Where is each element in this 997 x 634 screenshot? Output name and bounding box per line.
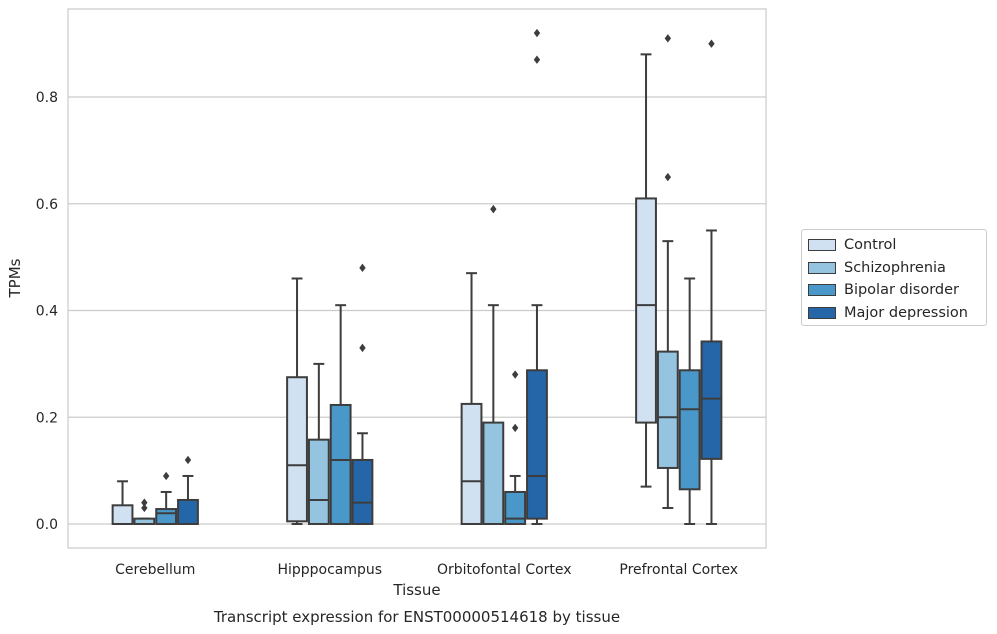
box-bipolar-disorder <box>155 508 178 525</box>
box-bipolar-disorder <box>329 403 352 525</box>
outlier-point <box>511 370 519 379</box>
outlier-point <box>533 28 541 38</box>
box-major-depression <box>177 498 199 525</box>
outlier-point <box>141 503 148 513</box>
box-control <box>286 376 308 523</box>
plot-frame <box>67 8 767 549</box>
box-schizophrenia <box>482 421 505 525</box>
x-tick-label: Prefrontal Cortex <box>619 562 738 578</box>
outlier-point <box>708 39 715 48</box>
legend-swatch <box>808 261 836 274</box>
outlier-point <box>184 455 192 465</box>
box-schizophrenia <box>656 350 679 469</box>
x-tick-label: Orbitofontal Cortex <box>437 562 572 578</box>
chart-title: Transcript expression for ENST0000051461… <box>213 608 620 626</box>
legend-item: Control <box>808 234 896 256</box>
outlier-point <box>359 343 366 353</box>
outlier-point <box>141 498 148 507</box>
legend-swatch <box>808 284 836 296</box>
y-tick-label: 0.2 <box>36 410 58 426</box>
legend-label: Control <box>844 237 897 253</box>
box-groups <box>111 28 723 525</box>
outlier-point <box>664 34 672 43</box>
box-major-depression <box>700 340 723 460</box>
x-axis-label: Tissue <box>392 581 440 599</box>
legend-item: Bipolar disorder <box>808 279 959 301</box>
y-axis-label: TPMs <box>6 258 24 298</box>
box-group <box>460 28 548 525</box>
legend-swatch <box>808 306 836 319</box>
outlier-point <box>490 204 497 214</box>
y-tick-label: 0.8 <box>36 90 58 106</box>
x-tick-label: Cerebellum <box>115 562 195 578</box>
box-group <box>635 34 723 525</box>
outlier-point <box>511 423 519 433</box>
box-group <box>286 263 374 525</box>
box-bipolar-disorder <box>678 369 701 491</box>
box-major-depression <box>526 369 548 520</box>
y-tick-labels: 0.0 0.2 0.4 0.6 0.8 <box>36 90 58 533</box>
legend-label: Schizophrenia <box>844 259 946 276</box>
legend-label: Bipolar disorder <box>844 282 959 298</box>
y-tick-label: 0.4 <box>36 304 58 320</box>
y-tick-label: 0.0 <box>36 517 58 533</box>
legend-item: Major depression <box>808 302 968 324</box>
box-group <box>111 455 199 525</box>
box-control <box>111 504 134 525</box>
outlier-point <box>359 263 366 273</box>
legend-swatch <box>808 239 836 251</box>
outlier-point <box>533 55 541 64</box>
legend: Control Schizophrenia Bipolar disorder Majo… <box>801 229 987 326</box>
outlier-point <box>162 471 170 481</box>
box-major-depression <box>351 458 374 525</box>
outlier-point <box>664 172 672 182</box>
x-tick-label: Hipppocampus <box>277 562 382 578</box>
y-tick-label: 0.6 <box>36 197 58 213</box>
legend-label: Major depression <box>844 304 968 321</box>
box-schizophrenia <box>307 438 330 525</box>
x-tick-labels: Cerebellum Hipppocampus Orbitofontal Corte… <box>115 562 738 578</box>
box-bipolar-disorder <box>504 490 527 525</box>
box-control <box>635 197 657 424</box>
box-control <box>460 402 483 525</box>
legend-item: Schizophrenia <box>808 257 946 279</box>
